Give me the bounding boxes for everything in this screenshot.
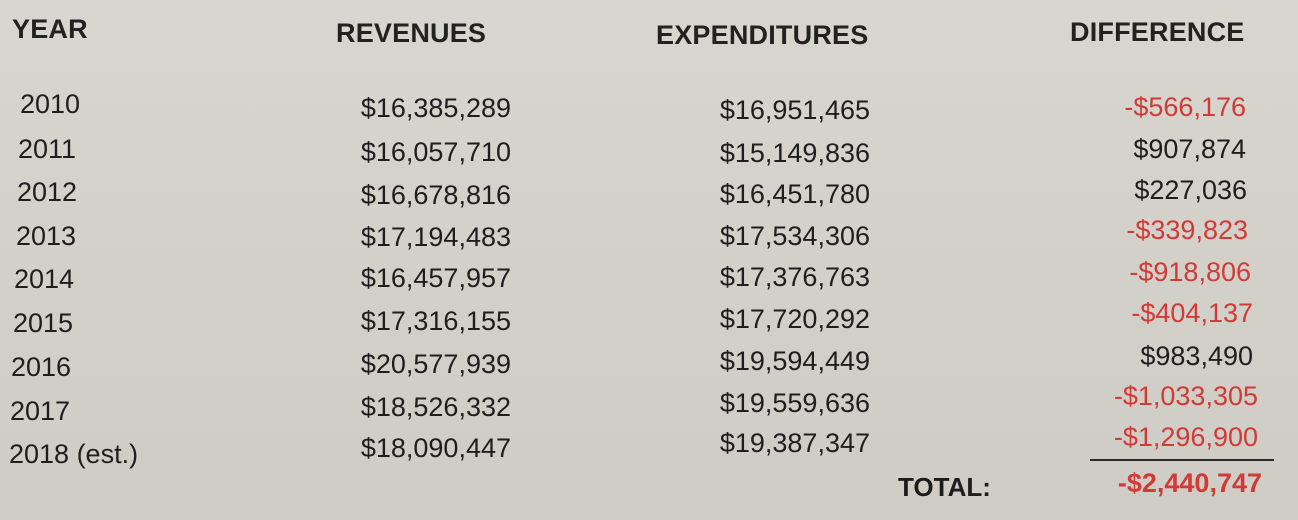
cell-difference: $227,036 xyxy=(1134,175,1247,205)
cell-expenditures: $17,376,763 xyxy=(719,262,870,292)
cell-difference: -$1,296,900 xyxy=(1113,422,1258,452)
cell-expenditures: $19,594,449 xyxy=(719,346,870,376)
cell-expenditures: $16,951,465 xyxy=(719,95,870,125)
cell-expenditures: $17,534,306 xyxy=(719,221,870,251)
cell-expenditures: $19,559,636 xyxy=(719,388,870,418)
header-revenues: REVENUES xyxy=(336,18,487,48)
header-difference: DIFFERENCE xyxy=(1070,17,1245,47)
cell-difference: -$918,806 xyxy=(1129,257,1251,287)
header-year: YEAR xyxy=(12,14,88,44)
header-expenditures: EXPENDITURES xyxy=(656,20,869,50)
cell-year: 2016 xyxy=(11,352,72,382)
cell-expenditures: $19,387,347 xyxy=(719,428,870,458)
cell-revenues: $17,316,155 xyxy=(360,306,511,336)
cell-expenditures: $15,149,836 xyxy=(719,138,870,168)
cell-revenues: $16,457,957 xyxy=(360,263,511,293)
cell-difference: -$1,033,305 xyxy=(1113,381,1258,411)
cell-revenues: $17,194,483 xyxy=(360,222,511,252)
cell-year: 2018 (est.) xyxy=(9,439,139,469)
cell-revenues: $16,678,816 xyxy=(360,180,511,210)
cell-difference: -$339,823 xyxy=(1126,215,1248,245)
cell-expenditures: $16,451,780 xyxy=(719,179,870,209)
cell-year: 2012 xyxy=(17,177,78,207)
cell-year: 2017 xyxy=(10,396,71,426)
cell-revenues: $16,057,710 xyxy=(360,137,511,167)
cell-year: 2013 xyxy=(16,221,77,251)
cell-difference: $983,490 xyxy=(1140,341,1253,371)
cell-difference: -$404,137 xyxy=(1131,298,1253,328)
total-label: TOTAL: xyxy=(898,472,991,502)
cell-revenues: $20,577,939 xyxy=(360,349,511,379)
cell-year: 2011 xyxy=(18,134,77,164)
cell-year: 2014 xyxy=(14,264,75,294)
cell-revenues: $18,090,447 xyxy=(360,433,511,463)
total-underline xyxy=(1090,459,1274,461)
cell-year: 2010 xyxy=(20,89,81,119)
cell-expenditures: $17,720,292 xyxy=(719,304,870,334)
cell-revenues: $18,526,332 xyxy=(360,392,511,422)
cell-revenues: $16,385,289 xyxy=(360,93,511,123)
total-value: -$2,440,747 xyxy=(1117,468,1262,498)
cell-year: 2015 xyxy=(13,308,74,338)
cell-difference: $907,874 xyxy=(1133,134,1246,164)
cell-difference: -$566,176 xyxy=(1124,92,1246,122)
